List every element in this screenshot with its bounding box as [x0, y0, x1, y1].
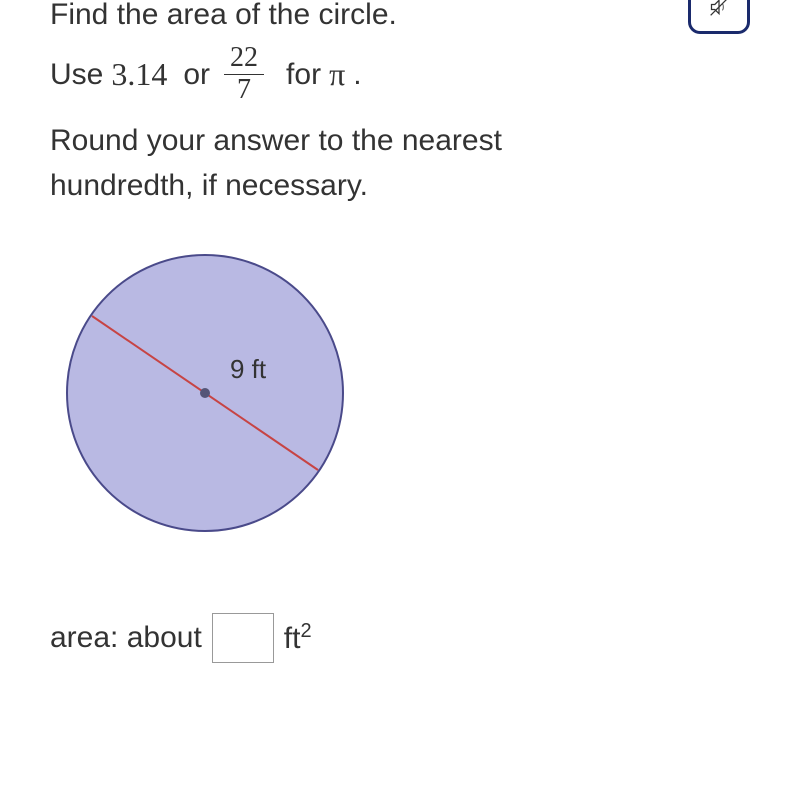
question-line-2: Use 3.14 or 22 7 for π . — [50, 43, 750, 106]
question-line-3: Round your answer to the nearest hundred… — [50, 118, 530, 208]
period: . — [353, 52, 361, 97]
or-text: or — [183, 52, 210, 97]
unit-exponent: 2 — [300, 620, 311, 642]
circle-svg: 9 ft — [40, 238, 370, 548]
answer-unit: ft2 — [284, 620, 312, 656]
center-dot — [200, 388, 210, 398]
pi-symbol: π — [329, 50, 345, 98]
diameter-label: 9 ft — [230, 354, 267, 384]
answer-row: area: about ft2 — [50, 613, 750, 663]
for-text: for — [286, 52, 321, 97]
circle-diagram: 9 ft — [40, 238, 750, 553]
answer-prefix: area: about — [50, 621, 202, 655]
pi-fraction: 22 7 — [224, 43, 264, 106]
speaker-button[interactable] — [688, 0, 750, 34]
pi-decimal: 3.14 — [111, 50, 167, 98]
speaker-muted-icon — [709, 0, 729, 17]
use-text: Use — [50, 52, 103, 97]
fraction-numerator: 22 — [224, 43, 264, 75]
question-line-1: Find the area of the circle. — [50, 0, 750, 37]
fraction-denominator: 7 — [231, 75, 257, 106]
area-input[interactable] — [212, 613, 274, 663]
unit-base: ft — [284, 622, 301, 655]
